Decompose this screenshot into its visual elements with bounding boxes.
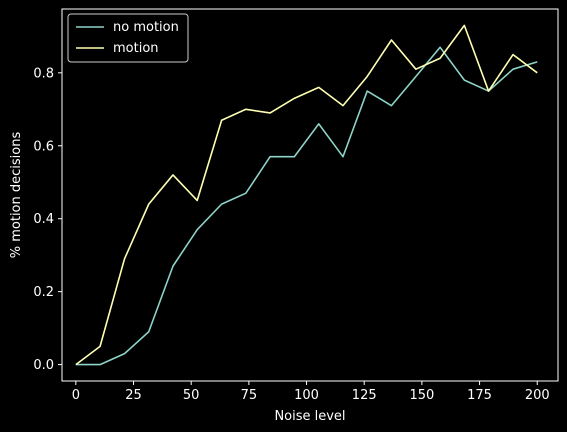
x-tick-label: 125 <box>352 388 377 403</box>
plot-area <box>61 8 559 382</box>
legend-box <box>67 13 189 63</box>
x-tick-label: 150 <box>409 388 434 403</box>
y-tick-label: 0.6 <box>33 139 54 154</box>
x-tick-label: 0 <box>72 388 80 403</box>
x-tick-label: 75 <box>241 388 258 403</box>
y-tick-label: 0.4 <box>33 212 54 227</box>
legend-label-motion: motion <box>113 41 159 56</box>
y-tick-label: 0.8 <box>33 66 54 81</box>
x-tick-label: 200 <box>525 388 550 403</box>
legend: no motion motion <box>67 13 189 63</box>
legend-label-no-motion: no motion <box>113 20 179 35</box>
series-line-no-motion <box>75 46 538 366</box>
x-tick-label: 100 <box>294 388 319 403</box>
x-axis-ticks: 0 25 50 75 100 125 150 175 200 <box>72 381 550 403</box>
x-tick-label: 25 <box>125 388 142 403</box>
x-tick-label: 175 <box>467 388 492 403</box>
y-tick-label: 0.0 <box>33 358 54 373</box>
y-axis-label: % motion decisions <box>9 132 24 259</box>
y-axis-ticks: 0.0 0.2 0.4 0.6 0.8 <box>33 66 62 373</box>
series-lines <box>75 24 538 366</box>
x-axis-label: Noise level <box>274 409 345 424</box>
series-line-motion <box>75 24 538 366</box>
x-tick-label: 50 <box>183 388 200 403</box>
y-tick-label: 0.2 <box>33 285 54 300</box>
